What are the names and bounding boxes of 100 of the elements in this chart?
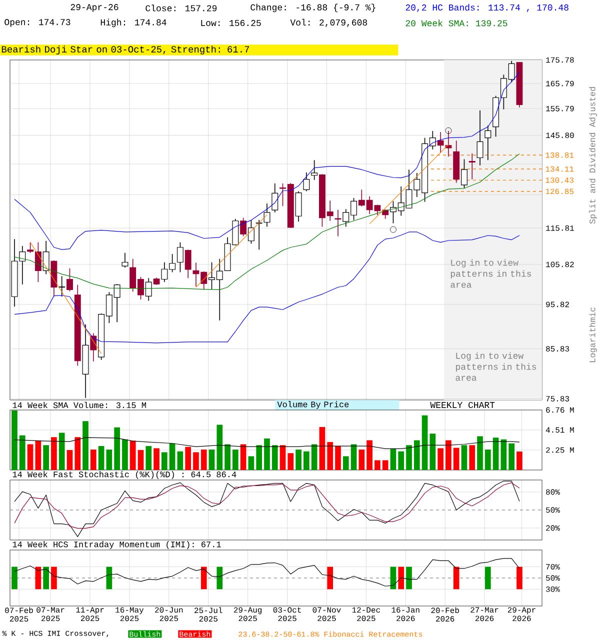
- bar: [224, 444, 230, 470]
- x-tick-label: 16-Jan 2026: [392, 607, 420, 622]
- bar: [288, 453, 294, 470]
- bar: [240, 444, 246, 470]
- x-tick-label: 20-Feb 2026: [431, 607, 459, 622]
- x-tick-label: 29-Aug 2025: [234, 607, 262, 622]
- y-tick-label: 70%: [546, 564, 560, 570]
- bar: [114, 427, 120, 470]
- text: Open: 174.73: [4, 19, 70, 27]
- bar: [461, 445, 468, 470]
- bar: [280, 445, 286, 470]
- bar: [484, 450, 491, 470]
- bar: [342, 456, 349, 470]
- bar: [177, 451, 184, 470]
- bar: [208, 450, 215, 470]
- bar: [248, 456, 254, 470]
- bar: [146, 446, 152, 470]
- line-series: [14, 558, 520, 586]
- y-axis-title: Split and Dividend Adjusted: [589, 87, 597, 224]
- bar: [98, 446, 104, 470]
- x-tick-label: 07-Nov 2025: [312, 607, 341, 622]
- bar: [500, 439, 507, 470]
- bar: [264, 438, 270, 470]
- text: Change: -16.88 {-9.7 %}: [250, 4, 376, 12]
- bar: [398, 451, 404, 470]
- y-tick-label: 85.83: [546, 346, 570, 352]
- bar: [19, 435, 26, 470]
- bar: [138, 450, 144, 470]
- candlestick: [468, 152, 476, 180]
- bar: [51, 437, 57, 470]
- x-tick-label: 07-Feb 2025: [5, 607, 33, 622]
- bar: [358, 450, 365, 470]
- annotation: Log in to view patterns in this area: [456, 352, 536, 381]
- text: High: 174.84: [100, 18, 166, 28]
- y-tick-label: 165.79: [546, 80, 574, 86]
- bar: [304, 451, 310, 470]
- bar: [508, 443, 514, 470]
- y-tick-label: 50%: [546, 575, 560, 581]
- bar: [12, 410, 18, 470]
- bar: [200, 450, 207, 470]
- ref-line-label: 134.11: [546, 166, 574, 172]
- candlestick: [461, 158, 468, 188]
- candlestick: [240, 217, 247, 237]
- bar: [35, 440, 42, 470]
- chart-title: 14 Week SMA Volume: 3.15 M: [12, 402, 146, 408]
- x-tick-label: 29-Apr 2026: [508, 607, 536, 622]
- bar: [335, 446, 341, 470]
- x-tick-label: 16-May 2025: [116, 607, 144, 622]
- text: Close: 157.29: [146, 4, 217, 12]
- bar: [327, 442, 334, 470]
- bar: [74, 437, 81, 470]
- candlestick: [334, 209, 342, 237]
- y-tick-label: 145.80: [546, 132, 574, 138]
- bar: [130, 440, 136, 470]
- bar: [185, 446, 192, 470]
- candlestick: [58, 276, 66, 298]
- bar: [366, 440, 372, 470]
- candlestick: [264, 203, 270, 228]
- y-tick-label: 75.83: [546, 396, 570, 402]
- bar: [516, 452, 522, 470]
- y-tick-label: 50%: [546, 507, 560, 513]
- bar: [161, 452, 168, 470]
- x-tick-label: 20-Jun 2025: [155, 607, 183, 622]
- bar: [446, 440, 452, 470]
- text: Low: 156.25: [201, 20, 261, 26]
- x-tick-label: 27-Mar 2026: [470, 607, 498, 622]
- bar: [430, 434, 436, 470]
- bar: [492, 438, 499, 470]
- bar: [477, 436, 483, 470]
- candlestick: [27, 242, 34, 254]
- bar: [319, 426, 326, 470]
- ref-line-label: 138.81: [546, 152, 574, 158]
- candlestick: [295, 190, 302, 222]
- y-tick-label: 30%: [546, 586, 560, 592]
- bar: [422, 415, 428, 470]
- candlestick: [66, 268, 73, 292]
- text: Vol: 2,079,608: [290, 18, 368, 28]
- line-series: [14, 72, 520, 250]
- bar: [154, 448, 160, 470]
- candlestick: [311, 160, 318, 180]
- text: Volume By Price: [277, 401, 349, 409]
- chart-title: 14 Week HCS Intraday Momentum (IMI): 67.1: [12, 541, 221, 549]
- bar: [453, 448, 460, 470]
- x-tick-label: 12-Dec 2025: [352, 607, 380, 622]
- bar: [66, 450, 73, 470]
- y-tick-label: 2.25 M: [546, 447, 574, 453]
- x-tick-label: 11-Apr 2025: [76, 607, 104, 622]
- text: Logarithmic: [589, 308, 597, 362]
- x-tick-label: 03-Oct 2025: [273, 607, 301, 622]
- y-tick-label: 95.82: [546, 302, 569, 308]
- chart-title: Bearish Doji Star on 03-Oct-25, Strength: 61.7: [2, 46, 250, 54]
- text: 20,2 HC Bands: 113.74 , 170.48: [406, 4, 568, 12]
- bar: [382, 460, 388, 470]
- text: 29-Apr-26: [70, 4, 118, 12]
- text: WEEKLY CHART: [430, 402, 495, 408]
- bar: [311, 444, 318, 470]
- ref-line-label: 130.43: [546, 177, 574, 183]
- candlestick: [122, 252, 128, 268]
- bar: [58, 432, 65, 470]
- bar: [122, 439, 128, 470]
